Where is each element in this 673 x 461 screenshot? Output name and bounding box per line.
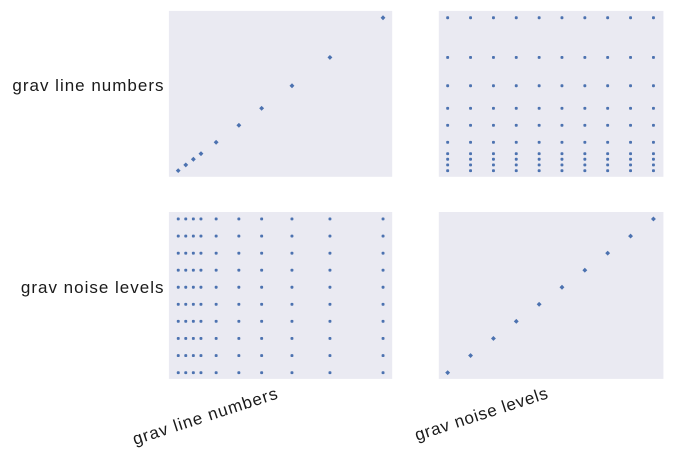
- svg-text:grav line numbers: grav line numbers: [12, 76, 164, 95]
- svg-text:grav noise levels: grav noise levels: [21, 278, 165, 297]
